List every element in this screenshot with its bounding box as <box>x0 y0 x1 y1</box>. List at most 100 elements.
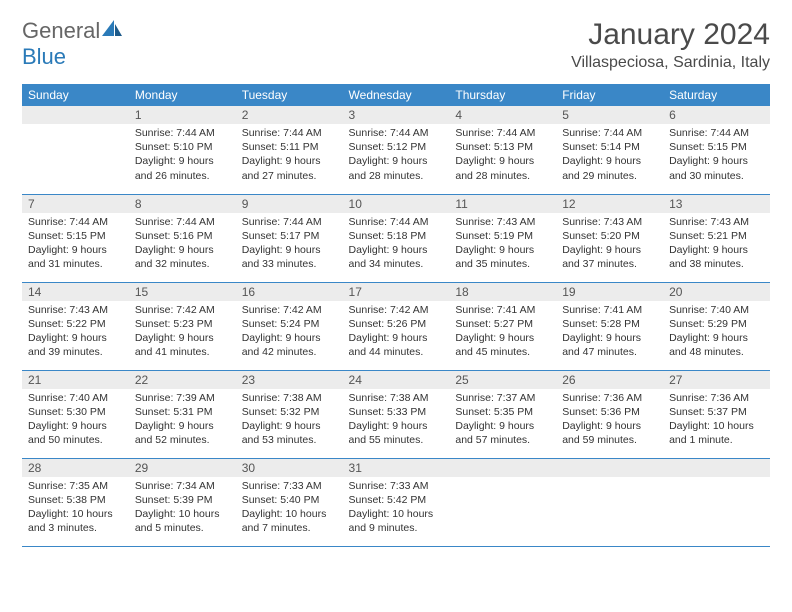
day-data: Sunrise: 7:44 AM Sunset: 5:15 PM Daylight:… <box>663 124 770 187</box>
calendar-day-cell: 15Sunrise: 7:42 AMSunset: 5:23 PMDayligh… <box>129 282 236 370</box>
day-number: 10 <box>343 195 450 213</box>
calendar-day-cell: 7Sunrise: 7:44 AMSunset: 5:15 PMDaylight… <box>22 194 129 282</box>
sunrise-line: Sunrise: 7:44 AM <box>135 127 215 139</box>
daylight-line: Daylight: 9 hours and 37 minutes. <box>562 244 641 270</box>
sunset-line: Sunset: 5:38 PM <box>28 494 106 506</box>
day-number: 14 <box>22 283 129 301</box>
day-data: Sunrise: 7:35 AMSunset: 5:38 PMDaylight:… <box>22 477 129 540</box>
sunset-line: Sunset: 5:20 PM <box>562 230 640 242</box>
sunset-line: Sunset: 5:16 PM <box>135 230 213 242</box>
day-number: 21 <box>22 371 129 389</box>
daylight-line: Daylight: 9 hours and 45 minutes. <box>455 332 534 358</box>
calendar-day-cell: 2Sunrise: 7:44 AMSunset: 5:11 PMDaylight… <box>236 106 343 194</box>
calendar-day-cell: 9Sunrise: 7:44 AMSunset: 5:17 PMDaylight… <box>236 194 343 282</box>
header: GeneralBlue January 2024 Villaspeciosa, … <box>22 18 770 72</box>
day-data: Sunrise: 7:43 AMSunset: 5:22 PMDaylight:… <box>22 301 129 364</box>
logo-text-gray: General <box>22 18 100 43</box>
day-data-empty <box>22 124 129 178</box>
calendar-day-cell: 23Sunrise: 7:38 AMSunset: 5:32 PMDayligh… <box>236 370 343 458</box>
day-data: Sunrise: 7:44 AMSunset: 5:11 PMDaylight:… <box>236 124 343 187</box>
calendar-week-row: 14Sunrise: 7:43 AMSunset: 5:22 PMDayligh… <box>22 282 770 370</box>
sunset-line: Sunset: 5:21 PM <box>669 230 747 242</box>
sunrise-line: Sunrise: 7:40 AM <box>669 304 749 316</box>
sunrise-line: Sunrise: 7:39 AM <box>135 392 215 404</box>
sunrise-line: Sunrise: 7:44 AM <box>669 127 749 139</box>
title-block: January 2024 Villaspeciosa, Sardinia, It… <box>571 18 770 72</box>
daylight-line: Daylight: 9 hours and 52 minutes. <box>135 420 214 446</box>
day-data: Sunrise: 7:33 AMSunset: 5:40 PMDaylight:… <box>236 477 343 540</box>
sunrise-line: Sunrise: 7:36 AM <box>562 392 642 404</box>
calendar-day-cell <box>556 458 663 546</box>
calendar-day-cell: 14Sunrise: 7:43 AMSunset: 5:22 PMDayligh… <box>22 282 129 370</box>
sunrise-line: Sunrise: 7:44 AM <box>242 216 322 228</box>
calendar-day-cell: 13Sunrise: 7:43 AMSunset: 5:21 PMDayligh… <box>663 194 770 282</box>
day-number: 24 <box>343 371 450 389</box>
daylight-line: Daylight: 9 hours and 28 minutes. <box>349 155 428 181</box>
calendar-week-row: 1Sunrise: 7:44 AMSunset: 5:10 PMDaylight… <box>22 106 770 194</box>
day-data: Sunrise: 7:34 AMSunset: 5:39 PMDaylight:… <box>129 477 236 540</box>
sunrise-line: Sunrise: 7:43 AM <box>562 216 642 228</box>
sunset-line: Sunset: 5:30 PM <box>28 406 106 418</box>
calendar-day-cell: 6Sunrise: 7:44 AMSunset: 5:15 PMDaylight… <box>663 106 770 194</box>
day-data: Sunrise: 7:44 AMSunset: 5:12 PMDaylight:… <box>343 124 450 187</box>
day-number: 2 <box>236 106 343 124</box>
day-data: Sunrise: 7:44 AM Sunset: 5:17 PM Daylight:… <box>236 213 343 276</box>
day-number: 26 <box>556 371 663 389</box>
daylight-line: Daylight: 10 hours and 9 minutes. <box>349 508 434 534</box>
logo-text: GeneralBlue <box>22 18 124 70</box>
day-number-empty <box>449 459 556 477</box>
calendar-week-row: 21Sunrise: 7:40 AMSunset: 5:30 PMDayligh… <box>22 370 770 458</box>
location-subtitle: Villaspeciosa, Sardinia, Italy <box>571 54 770 72</box>
calendar-day-cell: 19Sunrise: 7:41 AMSunset: 5:28 PMDayligh… <box>556 282 663 370</box>
day-number: 5 <box>556 106 663 124</box>
sunset-line: Sunset: 5:31 PM <box>135 406 213 418</box>
sunset-line: Sunset: 5:15 PM <box>669 141 747 153</box>
daylight-line: Daylight: 9 hours and 50 minutes. <box>28 420 107 446</box>
calendar-day-cell: 12 Sunrise: 7:43 AM Sunset: 5:20 PM Dayligh… <box>556 194 663 282</box>
daylight-line: Daylight: 9 hours and 27 minutes. <box>242 155 321 181</box>
calendar-body: 1Sunrise: 7:44 AMSunset: 5:10 PMDaylight… <box>22 106 770 546</box>
sunset-line: Sunset: 5:10 PM <box>135 141 213 153</box>
day-number: 30 <box>236 459 343 477</box>
calendar-day-cell: 4Sunrise: 7:44 AMSunset: 5:13 PMDaylight… <box>449 106 556 194</box>
sunrise-line: Sunrise: 7:43 AM <box>455 216 535 228</box>
sunset-line: Sunset: 5:39 PM <box>135 494 213 506</box>
sail-icon <box>100 18 124 38</box>
sunset-line: Sunset: 5:36 PM <box>562 406 640 418</box>
calendar-day-cell <box>663 458 770 546</box>
calendar-day-cell: 1Sunrise: 7:44 AMSunset: 5:10 PMDaylight… <box>129 106 236 194</box>
day-data-empty <box>663 477 770 531</box>
sunrise-line: Sunrise: 7:42 AM <box>349 304 429 316</box>
day-data: Sunrise: 7:39 AM Sunset: 5:31 PM Daylight:… <box>129 389 236 452</box>
logo-text-blue: Blue <box>22 44 66 69</box>
day-number: 13 <box>663 195 770 213</box>
sunset-line: Sunset: 5:24 PM <box>242 318 320 330</box>
sunrise-line: Sunrise: 7:41 AM <box>455 304 535 316</box>
sunset-line: Sunset: 5:32 PM <box>242 406 320 418</box>
sunrise-line: Sunrise: 7:33 AM <box>349 480 429 492</box>
day-number: 12 <box>556 195 663 213</box>
daylight-line: Daylight: 9 hours and 38 minutes. <box>669 244 748 270</box>
day-number: 4 <box>449 106 556 124</box>
day-number-empty <box>22 106 129 124</box>
calendar-week-row: 7Sunrise: 7:44 AMSunset: 5:15 PMDaylight… <box>22 194 770 282</box>
weekday-header: Monday <box>129 84 236 106</box>
calendar-day-cell: 22Sunrise: 7:39 AMSunset: 5:31 PMDayligh… <box>129 370 236 458</box>
day-number: 27 <box>663 371 770 389</box>
daylight-line: Daylight: 9 hours and 47 minutes. <box>562 332 641 358</box>
sunset-line: Sunset: 5:11 PM <box>242 141 319 153</box>
sunrise-line: Sunrise: 7:44 AM <box>28 216 108 228</box>
day-number: 3 <box>343 106 450 124</box>
calendar-day-cell: 24Sunrise: 7:38 AMSunset: 5:33 PMDayligh… <box>343 370 450 458</box>
sunrise-line: Sunrise: 7:41 AM <box>562 304 642 316</box>
weekday-header: Saturday <box>663 84 770 106</box>
calendar-table: SundayMondayTuesdayWednesdayThursdayFrid… <box>22 84 770 547</box>
sunrise-line: Sunrise: 7:38 AM <box>242 392 322 404</box>
day-data: Sunrise: 7:41 AMSunset: 5:27 PMDaylight:… <box>449 301 556 364</box>
day-data: Sunrise: 7:44 AMSunset: 5:16 PMDaylight:… <box>129 213 236 276</box>
daylight-line: Daylight: 9 hours and 33 minutes. <box>242 244 321 270</box>
calendar-day-cell: 8Sunrise: 7:44 AMSunset: 5:16 PMDaylight… <box>129 194 236 282</box>
sunset-line: Sunset: 5:17 PM <box>242 230 320 242</box>
calendar-day-cell: 10Sunrise: 7:44 AMSunset: 5:18 PMDayligh… <box>343 194 450 282</box>
daylight-line: Daylight: 9 hours and 30 minutes. <box>669 155 748 181</box>
